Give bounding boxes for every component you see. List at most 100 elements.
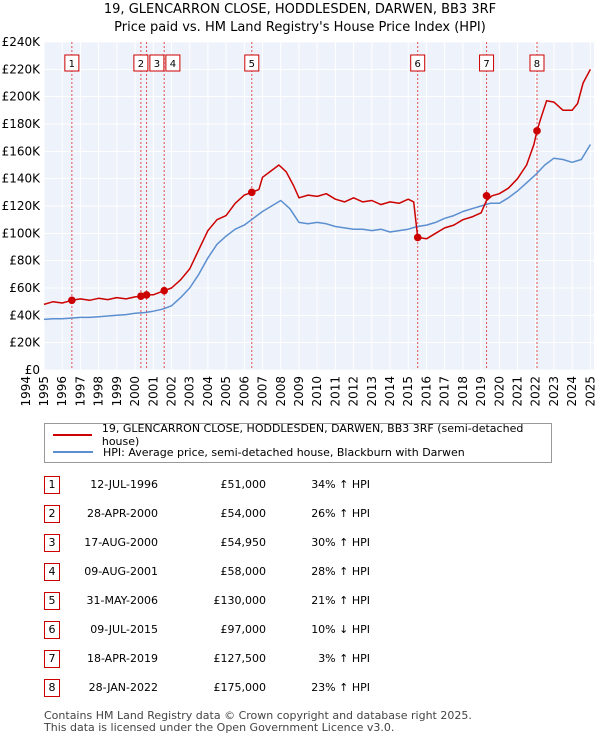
sale-date: 28-APR-2000	[86, 507, 158, 520]
sale-price: £54,000	[220, 507, 267, 520]
sale-price: £127,500	[213, 652, 267, 665]
sale-price: £130,000	[213, 594, 267, 607]
x-tick-label: 2004	[201, 376, 215, 407]
x-tick-label: 2025	[583, 376, 597, 407]
y-tick-label: £160K	[2, 144, 42, 158]
sale-hpi-change: 26% ↑ HPI	[311, 507, 370, 520]
sale-price: £97,000	[220, 623, 267, 636]
sale-number: 7	[44, 650, 60, 668]
sale-marker-label: 2	[138, 59, 144, 70]
x-tick-label: 2024	[565, 376, 579, 407]
sale-marker-box	[479, 54, 495, 72]
x-tick-label: 1998	[92, 376, 106, 407]
sale-date: 12-JUL-1996	[90, 478, 158, 491]
sale-row: 7 18-APR-2019 £127,500 3% ↑ HPI	[0, 648, 600, 670]
x-tick-label: 2006	[237, 376, 251, 407]
y-tick-label: £220K	[2, 62, 42, 76]
sale-row: 8 28-JAN-2022 £175,000 23% ↑ HPI	[0, 677, 600, 699]
x-tick-label: 1999	[110, 376, 124, 407]
sale-point	[68, 296, 76, 305]
x-tick-label: 2014	[383, 376, 397, 407]
x-tick-label: 2013	[365, 376, 379, 407]
hpi-line	[43, 144, 592, 321]
x-tick-label: 2000	[128, 376, 142, 407]
x-tick-label: 1994	[19, 376, 33, 407]
sale-price: £51,000	[220, 478, 267, 491]
sale-hpi-change: 30% ↑ HPI	[311, 536, 370, 549]
legend-item-hpi: HPI: Average price, semi-detached house,…	[53, 444, 465, 460]
sale-marker-box	[149, 54, 165, 72]
sale-date: 31-MAY-2006	[86, 594, 158, 607]
sale-row: 5 31-MAY-2006 £130,000 21% ↑ HPI	[0, 590, 600, 612]
x-tick-label: 2011	[328, 376, 342, 407]
sale-marker-label: 5	[249, 59, 255, 70]
y-tick-label: £200K	[2, 90, 42, 104]
sale-marker-label: 1	[69, 59, 75, 70]
y-tick-label: £140K	[2, 172, 42, 186]
x-tick-label: 2008	[274, 376, 288, 407]
y-tick-label: £100K	[2, 226, 42, 240]
y-tick-label: £240K	[2, 35, 42, 49]
sale-date: 17-AUG-2000	[84, 536, 158, 549]
x-tick-label: 2023	[547, 376, 561, 407]
sale-marker-label: 7	[483, 59, 489, 70]
x-tick-label: 1995	[37, 376, 51, 407]
sale-date: 09-AUG-2001	[84, 565, 158, 578]
sale-marker-box	[64, 54, 80, 72]
sale-number: 3	[44, 534, 60, 552]
x-tick-label: 2019	[474, 376, 488, 407]
sale-marker-label: 8	[534, 59, 540, 70]
x-tick-label: 2020	[492, 376, 506, 407]
y-tick-label: £180K	[2, 117, 42, 131]
sale-marker-box	[529, 54, 545, 72]
legend-item-property: 19, GLENCARRON CLOSE, HODDLESDEN, DARWEN…	[53, 422, 551, 448]
sale-price: £175,000	[213, 681, 267, 694]
sale-number: 5	[44, 592, 60, 610]
sale-point	[247, 188, 256, 197]
x-tick-label: 1997	[73, 376, 87, 407]
y-tick-label: £20K	[9, 336, 41, 350]
footer-attribution: Contains HM Land Registry data © Crown c…	[44, 710, 472, 734]
sale-point	[142, 291, 151, 299]
x-tick-label: 2010	[310, 376, 324, 407]
sale-marker-label: 6	[415, 59, 421, 70]
sale-point	[533, 127, 541, 135]
sale-number: 8	[44, 679, 60, 697]
x-tick-label: 2021	[511, 376, 525, 407]
sale-marker-label: 4	[170, 59, 176, 70]
x-tick-label: 2016	[419, 376, 433, 407]
sale-point	[413, 233, 422, 242]
sale-hpi-change: 3% ↑ HPI	[318, 652, 370, 665]
x-tick-label: 1996	[55, 376, 69, 407]
x-tick-label: 2001	[146, 376, 160, 407]
sale-price: £54,950	[220, 536, 267, 549]
sale-hpi-change: 23% ↑ HPI	[311, 681, 370, 694]
legend-label-property: 19, GLENCARRON CLOSE, HODDLESDEN, DARWEN…	[101, 422, 524, 448]
sale-row: 4 09-AUG-2001 £58,000 28% ↑ HPI	[0, 561, 600, 583]
chart-legend: 19, GLENCARRON CLOSE, HODDLESDEN, DARWEN…	[44, 422, 552, 463]
sale-hpi-change: 10% ↓ HPI	[311, 623, 370, 636]
sale-number: 4	[44, 563, 60, 581]
x-tick-label: 2017	[438, 376, 452, 407]
x-tick-label: 2007	[256, 376, 270, 407]
sale-point	[160, 286, 168, 295]
chart-subtitle: Price paid vs. HM Land Registry's House …	[114, 20, 486, 35]
footer-licence: This data is licensed under the Open Gov…	[44, 721, 395, 734]
sale-point	[482, 191, 491, 200]
sale-row: 2 28-APR-2000 £54,000 26% ↑ HPI	[0, 503, 600, 525]
x-tick-label: 2005	[219, 376, 233, 407]
y-tick-label: £40K	[9, 308, 41, 322]
sale-number: 1	[44, 476, 60, 494]
x-tick-label: 2018	[456, 376, 470, 407]
sale-number: 6	[44, 621, 60, 639]
sale-marker-box	[244, 54, 260, 72]
sale-marker-label: 3	[154, 59, 160, 70]
y-tick-label: £80K	[9, 254, 41, 268]
price-chart: £0 £20K £40K £60K £80K £100K £120K £140K £160K £1…	[2, 35, 598, 407]
x-tick-label: 2022	[529, 376, 543, 407]
legend-swatch-hpi	[53, 451, 93, 453]
sale-row: 1 12-JUL-1996 £51,000 34% ↑ HPI	[0, 474, 600, 496]
footer-copyright: Contains HM Land Registry data © Crown c…	[44, 709, 472, 722]
y-tick-label: £120K	[2, 199, 42, 213]
sale-date: 28-JAN-2022	[88, 681, 158, 694]
